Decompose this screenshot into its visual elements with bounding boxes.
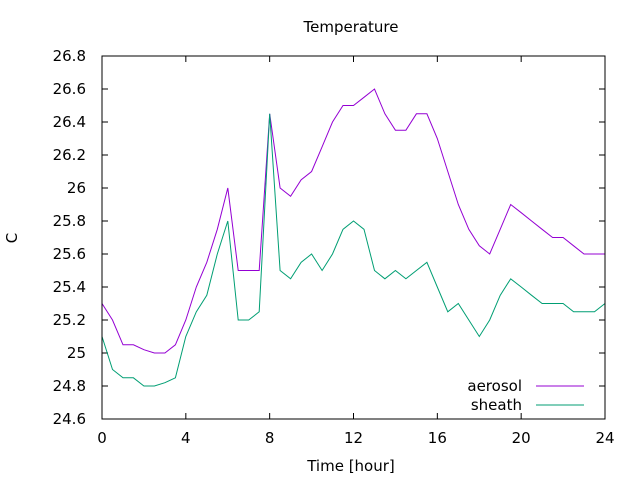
y-tick-label: 25.8: [53, 212, 86, 230]
series-lines: [101, 88, 606, 387]
x-tick-label: 0: [97, 429, 107, 447]
y-tick-label: 25.4: [53, 278, 86, 296]
series-line-sheath: [101, 113, 606, 387]
legend-label-aerosol: aerosol: [467, 377, 522, 395]
y-tick-label: 26: [67, 179, 86, 197]
x-tick-label: 4: [181, 429, 191, 447]
y-tick-label: 24.8: [53, 377, 86, 395]
series-line-aerosol: [101, 88, 605, 354]
x-axis-label: Time [hour]: [306, 457, 395, 475]
y-tick-label: 26.6: [53, 80, 86, 98]
chart-title: Temperature: [302, 18, 398, 36]
y-tick-label: 24.6: [53, 410, 86, 428]
x-tick-label: 20: [512, 429, 531, 447]
y-tick-label: 26.4: [53, 113, 86, 131]
axis-ticks: 0 4 8 12 16 20 24 24.6 24.8 25 25.2 25.4 25.6 25.8 26 2…: [53, 47, 615, 447]
y-tick-label: 25: [67, 344, 86, 362]
y-tick-label: 25.2: [53, 311, 86, 329]
legend-label-sheath: sheath: [471, 396, 522, 414]
x-tick-label: 16: [428, 429, 447, 447]
y-tick-label: 26.8: [53, 47, 86, 65]
y-axis-label: C: [3, 233, 21, 243]
x-tick-label: 8: [265, 429, 275, 447]
plot-frame: [101, 55, 606, 420]
x-tick-label: 12: [344, 429, 363, 447]
y-tick-label: 25.6: [53, 245, 86, 263]
y-tick-label: 26.2: [53, 146, 86, 164]
x-tick-label: 24: [595, 429, 614, 447]
